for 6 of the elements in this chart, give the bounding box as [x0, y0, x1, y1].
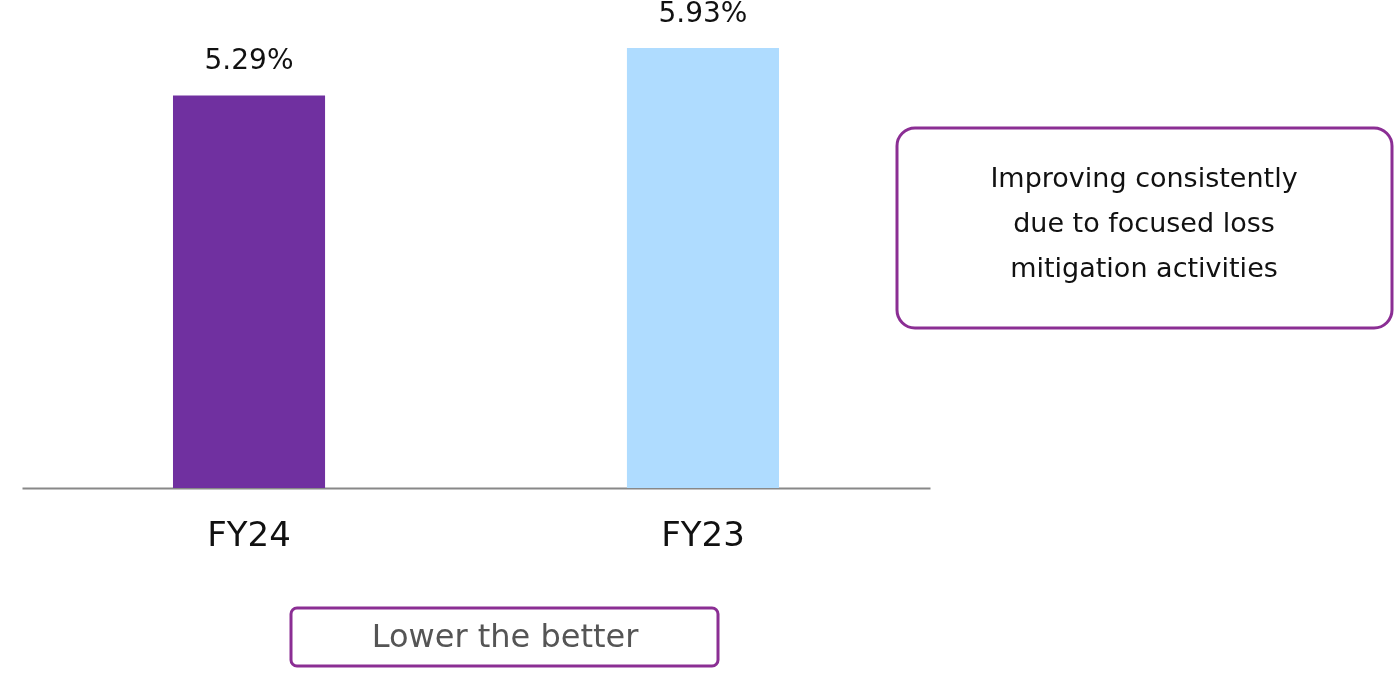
text: Improving consistently due to focused loss mitigation activities [990, 162, 1298, 283]
x-tick-label: FY24 [207, 513, 291, 554]
x-tick-label: FY23 [661, 513, 745, 554]
text: Lower the better [371, 617, 640, 655]
data-label: 5.93% [658, 0, 748, 29]
data-label: 5.29% [204, 43, 294, 77]
